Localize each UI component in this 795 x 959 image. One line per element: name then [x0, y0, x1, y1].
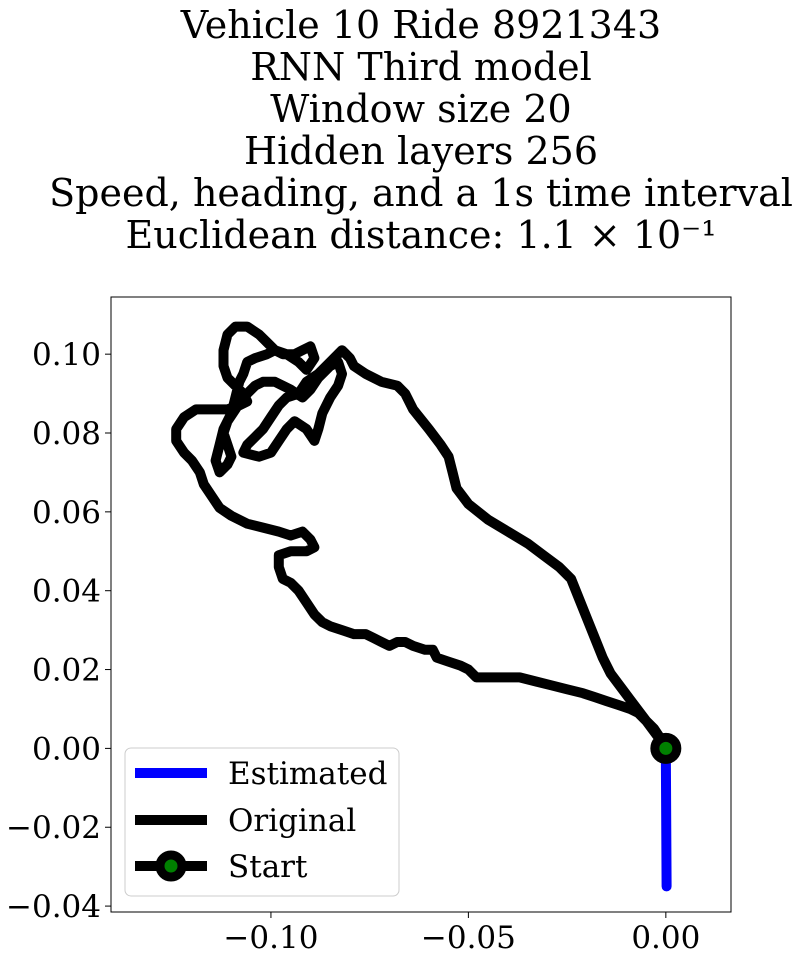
y-tick-label: −0.04: [6, 889, 101, 925]
y-tick-label: 0.00: [32, 731, 101, 767]
chart-title: Vehicle 10 Ride 8921343 RNN Third model …: [49, 3, 793, 257]
legend-original-label: Original: [228, 803, 356, 839]
x-tick-label: −0.10: [223, 920, 318, 956]
y-tick-label: 0.08: [32, 416, 101, 452]
axes-frame: [110, 296, 732, 913]
legend: Estimated Original Start: [124, 747, 400, 897]
title-line-4: Hidden layers 256: [244, 129, 598, 173]
x-axis: −0.10 −0.05 0.00: [223, 912, 700, 956]
legend-estimated-label: Estimated: [228, 756, 387, 792]
y-tick-label: 0.06: [32, 495, 101, 531]
title-line-2: RNN Third model: [250, 45, 592, 89]
start-marker: [650, 732, 682, 764]
series-layer: [171, 321, 682, 892]
legend-start-label: Start: [228, 849, 308, 885]
y-axis: −0.04 −0.02 0.00 0.02 0.04 0.06 0.08 0.10: [6, 337, 111, 925]
x-tick-label: 0.00: [631, 920, 700, 956]
series-line-estimated: [660, 743, 672, 892]
y-tick-label: 0.04: [32, 574, 101, 610]
plot-area: −0.10 −0.05 0.00 −0.04 −0.02 0.00 0.02 0.04 0.0…: [6, 296, 732, 956]
y-tick-label: 0.02: [32, 653, 101, 689]
series-line-original: [171, 321, 671, 754]
title-line-3: Window size 20: [270, 87, 571, 131]
x-tick-label: −0.05: [421, 920, 516, 956]
title-line-6: Euclidean distance: 1.1 × 10⁻¹: [126, 213, 717, 257]
y-tick-label: 0.10: [32, 337, 101, 373]
title-line-5: Speed, heading, and a 1s time interval: [49, 171, 793, 215]
title-line-1: Vehicle 10 Ride 8921343: [180, 3, 661, 47]
legend-box: [124, 747, 400, 897]
legend-start-marker: [155, 850, 187, 882]
y-tick-label: −0.02: [6, 810, 101, 846]
